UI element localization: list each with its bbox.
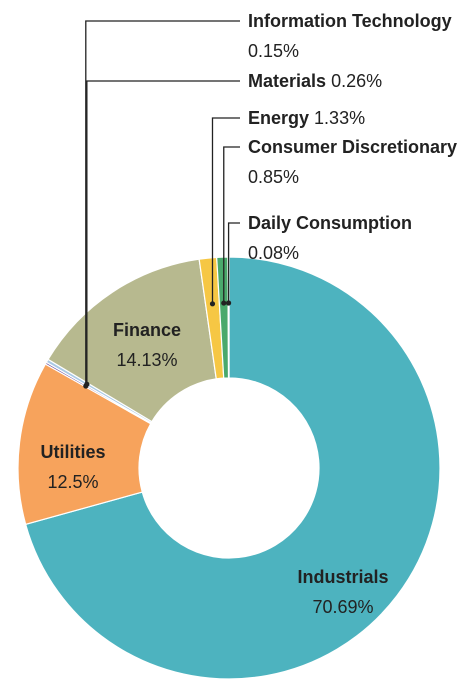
value-label: 0.15% <box>248 41 300 61</box>
segment-label: Finance 14.13% <box>113 315 181 375</box>
segment-label: Daily Consumption 0.08% <box>248 208 460 268</box>
category-name: Industrials <box>297 567 389 587</box>
donut-segment <box>17 363 152 526</box>
category-name: Finance <box>112 320 182 340</box>
segment-label: Energy 1.33% <box>248 103 460 133</box>
category-name: Utilities <box>40 442 106 462</box>
leader-line <box>85 20 240 387</box>
segment-label: Industrials 70.69% <box>297 562 388 622</box>
category-name: Energy <box>248 108 310 128</box>
value-label: 1.33% <box>314 108 366 128</box>
donut-segment <box>47 258 217 423</box>
value-label: 0.85% <box>248 167 300 187</box>
value-label: 14.13% <box>116 350 178 370</box>
category-name: Daily Consumption <box>248 213 413 233</box>
value-label: 12.5% <box>47 472 99 492</box>
leader-dot <box>221 300 227 306</box>
leader-dot <box>84 381 90 387</box>
segment-label: Utilities 12.5% <box>40 437 105 497</box>
segment-label: Information Technology 0.15% <box>248 6 460 66</box>
category-name: Consumer Discretionary <box>248 137 458 157</box>
value-label: 0.08% <box>248 243 300 263</box>
leader-line <box>227 222 240 304</box>
value-label: 70.69% <box>312 597 374 617</box>
donut-segment <box>24 256 441 680</box>
leader-line <box>211 117 240 304</box>
leader-line <box>86 80 240 385</box>
leader-line <box>223 146 240 304</box>
leader-dot <box>225 300 232 306</box>
value-label: 0.26% <box>331 71 383 91</box>
leader-dot <box>209 301 216 307</box>
category-name: Materials <box>248 71 327 91</box>
segment-label: Materials 0.26% <box>248 66 460 96</box>
segment-label: Consumer Discretionary 0.85% <box>248 132 460 192</box>
category-name: Information Technology <box>248 11 452 31</box>
